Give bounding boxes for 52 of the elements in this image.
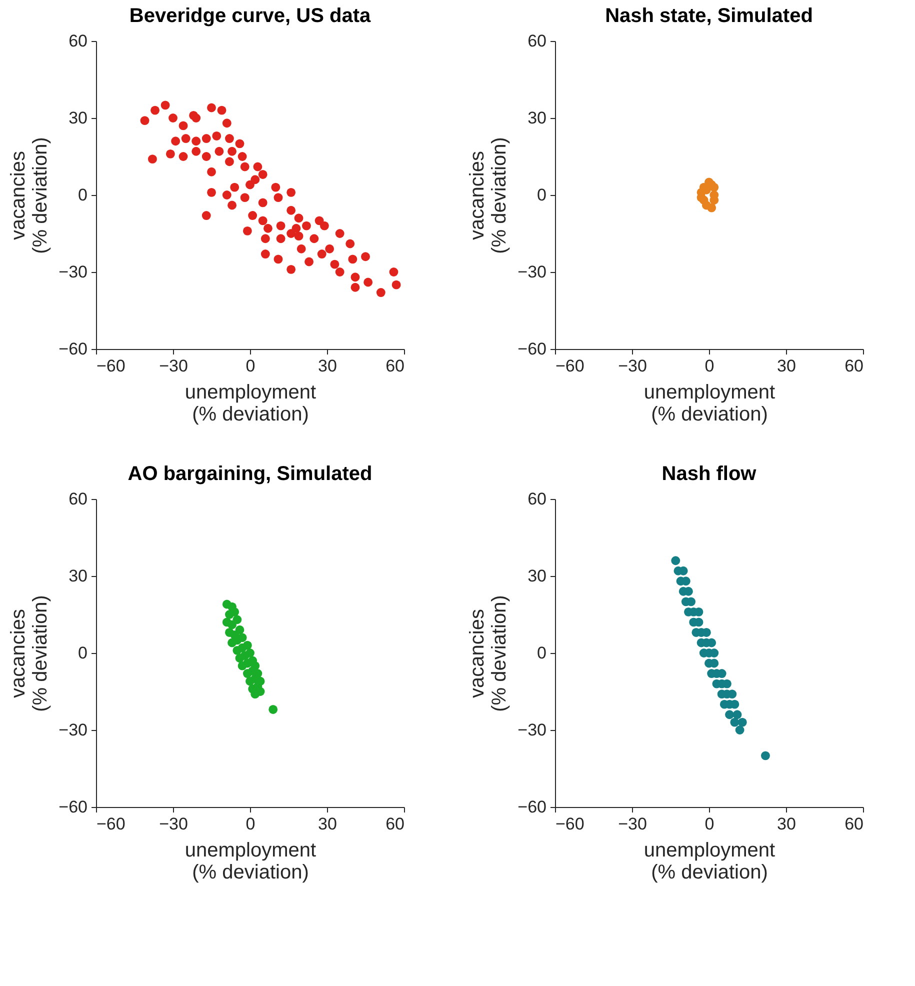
y-tick-label: 0 [537, 186, 546, 204]
y-tick-label: 30 [528, 108, 546, 128]
y-tick-label: −60 [58, 340, 88, 358]
x-tick-label: 0 [704, 814, 714, 834]
x-tick-label: 30 [777, 814, 796, 834]
y-tick-label: 0 [537, 644, 546, 662]
x-tick-label: −60 [96, 814, 126, 834]
y-tick-label: −30 [58, 720, 88, 740]
x-tick-label: 60 [386, 356, 404, 376]
x-tick-label: −60 [556, 814, 584, 834]
x-tick-label: −30 [618, 814, 647, 834]
x-tick-label: −60 [556, 356, 584, 376]
y-tick-label: −60 [518, 340, 546, 358]
x-tick-label: 30 [318, 356, 337, 376]
y-tick-label: 60 [68, 490, 88, 508]
x-tick-label: 30 [777, 356, 796, 376]
x-tick-label: 0 [246, 356, 256, 376]
x-tick-label: 60 [844, 814, 864, 834]
y-tick-label: 30 [68, 566, 88, 586]
x-axis-title: unemployment (% deviation) [644, 382, 776, 426]
x-axis-title: unemployment (% deviation) [184, 840, 317, 884]
x-tick-label: 0 [246, 814, 256, 834]
x-axis-title: unemployment (% deviation) [644, 840, 776, 884]
x-axis-title: unemployment (% deviation) [184, 382, 317, 426]
x-tick-label: −30 [159, 356, 188, 376]
y-tick-label: 60 [528, 490, 546, 508]
chart-title: Beveridge curve, US data [129, 5, 372, 27]
chart-title: Nash flow [662, 463, 757, 485]
y-axis-title: vacancies (% deviation) [8, 595, 52, 712]
y-tick-label: −60 [518, 798, 546, 816]
chart-title: AO bargaining, Simulated [128, 463, 372, 485]
y-tick-label: 60 [68, 32, 88, 50]
y-axis-title: vacancies (% deviation) [466, 595, 511, 712]
chart-title: Nash state, Simulated [605, 5, 813, 27]
x-tick-label: 60 [844, 356, 864, 376]
y-tick-label: 30 [68, 108, 88, 128]
y-tick-label: −60 [58, 798, 88, 816]
y-tick-label: 60 [528, 32, 546, 50]
x-tick-label: 30 [318, 814, 337, 834]
y-tick-label: −30 [518, 262, 546, 282]
x-tick-label: −30 [618, 356, 647, 376]
y-tick-label: 0 [78, 186, 88, 204]
y-tick-label: 0 [78, 644, 88, 662]
y-tick-label: −30 [58, 262, 88, 282]
y-tick-label: −30 [518, 720, 546, 740]
x-tick-label: −30 [159, 814, 188, 834]
x-tick-label: 60 [386, 814, 404, 834]
y-axis-title: vacancies (% deviation) [466, 137, 511, 254]
x-tick-label: −60 [96, 356, 126, 376]
y-tick-label: 30 [528, 566, 546, 586]
y-axis-title: vacancies (% deviation) [8, 137, 52, 254]
x-tick-label: 0 [704, 356, 714, 376]
